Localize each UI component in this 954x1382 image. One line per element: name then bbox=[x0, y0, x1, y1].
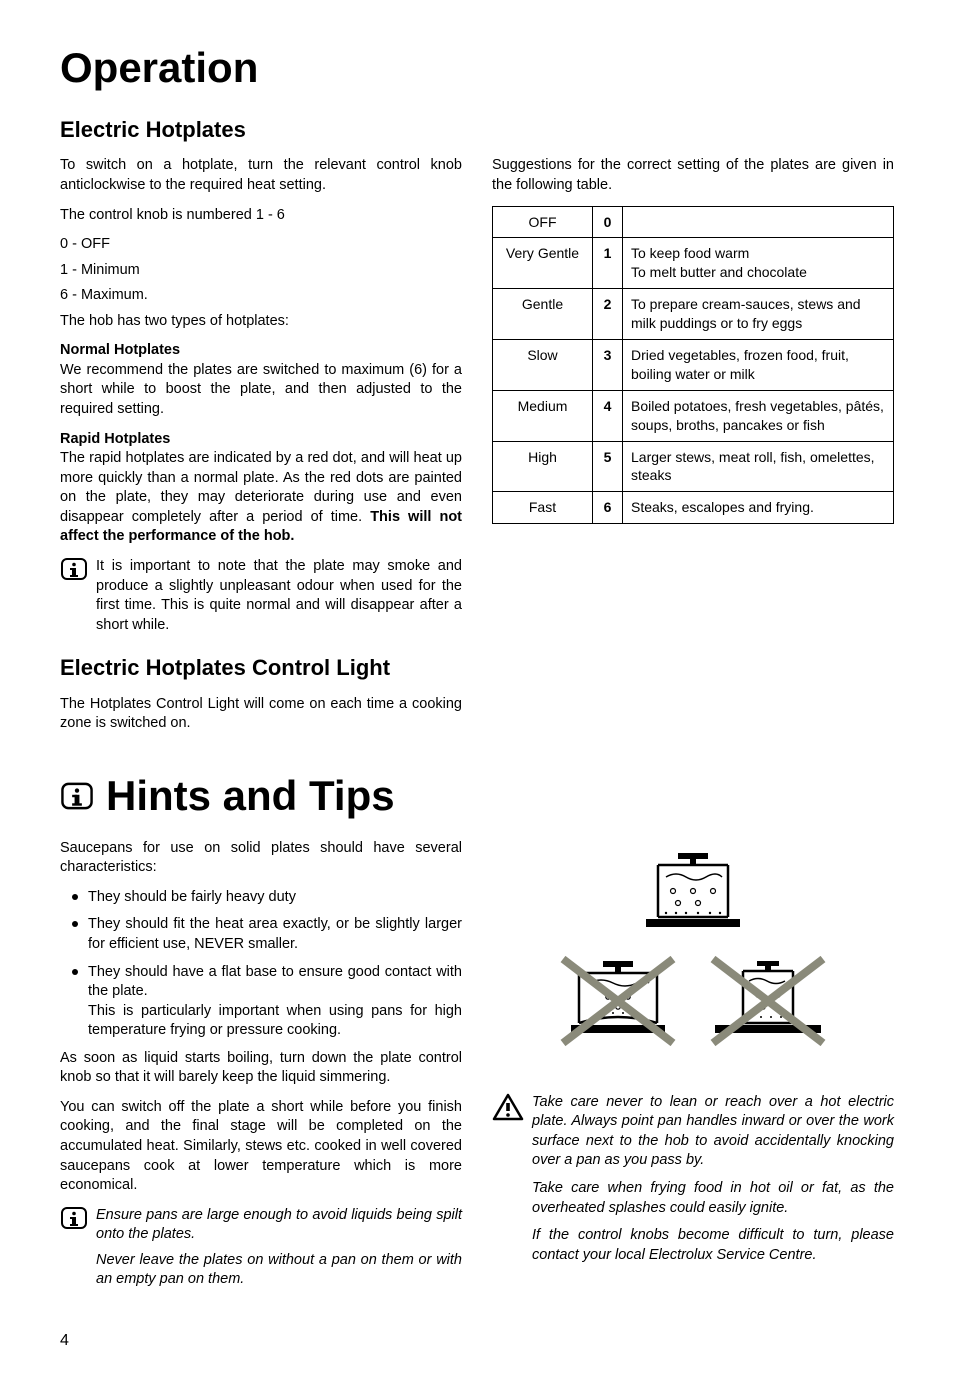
info-icon bbox=[60, 781, 94, 811]
page-title: Operation bbox=[60, 40, 894, 97]
warning-text-group: Take care never to lean or reach over a … bbox=[532, 1093, 894, 1266]
para: The hob has two types of hotplates: bbox=[60, 312, 462, 332]
warning-icon bbox=[492, 1093, 524, 1121]
bullet-icon bbox=[72, 894, 78, 900]
para: You can switch off the plate a short whi… bbox=[60, 1098, 462, 1196]
warning-text: Take care never to lean or reach over a … bbox=[532, 1093, 894, 1171]
table-cell bbox=[623, 206, 894, 238]
left-column-hints: Saucepans for use on solid plates should… bbox=[60, 839, 462, 1300]
info-text: Ensure pans are large enough to avoid li… bbox=[96, 1206, 462, 1245]
table-cell: Boiled potatoes, fresh vegetables, pâtés… bbox=[623, 390, 894, 441]
subheading-rapid-hotplates: Rapid Hotplates bbox=[60, 430, 462, 450]
table-cell: To prepare cream-sauces, stews and milk … bbox=[623, 289, 894, 340]
page-number: 4 bbox=[60, 1330, 894, 1352]
info-text: It is important to note that the plate m… bbox=[96, 557, 462, 635]
warning-text: Take care when frying food in hot oil or… bbox=[532, 1179, 894, 1218]
table-cell: Very Gentle bbox=[493, 238, 593, 289]
para: The rapid hotplates are indicated by a r… bbox=[60, 449, 462, 547]
left-column: To switch on a hotplate, turn the releva… bbox=[60, 156, 462, 744]
pan-wrong-small-icon bbox=[703, 953, 833, 1053]
knob-list-item: 6 - Maximum. bbox=[60, 286, 462, 306]
table-cell: OFF bbox=[493, 206, 593, 238]
two-column-layout: To switch on a hotplate, turn the releva… bbox=[60, 156, 894, 744]
table-row: High5Larger stews, meat roll, fish, omel… bbox=[493, 441, 894, 492]
table-cell: Fast bbox=[493, 492, 593, 524]
info-text: Never leave the plates on without a pan … bbox=[96, 1251, 462, 1290]
bullet-icon bbox=[72, 969, 78, 975]
info-icon bbox=[60, 557, 88, 581]
table-cell: To keep food warm To melt butter and cho… bbox=[623, 238, 894, 289]
section-heading-control-light: Electric Hotplates Control Light bbox=[60, 653, 462, 683]
table-cell: 0 bbox=[593, 206, 623, 238]
hints-heading: Hints and Tips bbox=[106, 768, 395, 825]
bullet-item: They should be fairly heavy duty bbox=[60, 888, 462, 908]
warning-note: Take care never to lean or reach over a … bbox=[492, 1093, 894, 1266]
table-row: OFF0 bbox=[493, 206, 894, 238]
right-column: Suggestions for the correct setting of t… bbox=[492, 156, 894, 744]
bullet-text: They should fit the heat area exactly, o… bbox=[88, 915, 462, 954]
pan-correct-icon bbox=[628, 849, 758, 939]
table-cell: Dried vegetables, frozen food, fruit, bo… bbox=[623, 339, 894, 390]
table-cell: Larger stews, meat roll, fish, omelettes… bbox=[623, 441, 894, 492]
para: The control knob is numbered 1 - 6 bbox=[60, 206, 462, 226]
bullet-item: They should fit the heat area exactly, o… bbox=[60, 915, 462, 954]
table-cell: High bbox=[493, 441, 593, 492]
table-cell: Slow bbox=[493, 339, 593, 390]
bullet-icon bbox=[72, 921, 78, 927]
para: Suggestions for the correct setting of t… bbox=[492, 156, 894, 195]
table-cell: 3 bbox=[593, 339, 623, 390]
bullet-text: They should have a flat base to ensure g… bbox=[88, 963, 462, 1041]
subheading-normal-hotplates: Normal Hotplates bbox=[60, 341, 462, 361]
two-column-layout-hints: Saucepans for use on solid plates should… bbox=[60, 839, 894, 1300]
table-cell: 1 bbox=[593, 238, 623, 289]
para: As soon as liquid starts boiling, turn d… bbox=[60, 1049, 462, 1088]
table-row: Gentle2To prepare cream-sauces, stews an… bbox=[493, 289, 894, 340]
para: The Hotplates Control Light will come on… bbox=[60, 695, 462, 734]
table-cell: 5 bbox=[593, 441, 623, 492]
info-note: It is important to note that the plate m… bbox=[60, 557, 462, 635]
bullet-item: They should have a flat base to ensure g… bbox=[60, 963, 462, 1041]
info-text-group: Ensure pans are large enough to avoid li… bbox=[96, 1206, 462, 1290]
pan-wrong-row bbox=[553, 953, 833, 1053]
section-heading-hotplates: Electric Hotplates bbox=[60, 115, 894, 145]
table-cell: Medium bbox=[493, 390, 593, 441]
table-cell: 4 bbox=[593, 390, 623, 441]
pan-wrong-curved-icon bbox=[553, 953, 683, 1053]
right-column-hints: Take care never to lean or reach over a … bbox=[492, 839, 894, 1300]
table-cell: 2 bbox=[593, 289, 623, 340]
table-row: Medium4Boiled potatoes, fresh vegetables… bbox=[493, 390, 894, 441]
para: To switch on a hotplate, turn the releva… bbox=[60, 156, 462, 195]
info-note: Ensure pans are large enough to avoid li… bbox=[60, 1206, 462, 1290]
table-cell: Steaks, escalopes and frying. bbox=[623, 492, 894, 524]
info-icon bbox=[60, 1206, 88, 1230]
table-row: Slow3Dried vegetables, frozen food, frui… bbox=[493, 339, 894, 390]
bullet-text: They should be fairly heavy duty bbox=[88, 888, 462, 908]
table-cell: Gentle bbox=[493, 289, 593, 340]
table-cell: 6 bbox=[593, 492, 623, 524]
hints-title-row: Hints and Tips bbox=[60, 768, 894, 825]
knob-list-item: 1 - Minimum bbox=[60, 261, 462, 281]
knob-list-item: 0 - OFF bbox=[60, 235, 462, 255]
table-row: Fast6Steaks, escalopes and frying. bbox=[493, 492, 894, 524]
para: Saucepans for use on solid plates should… bbox=[60, 839, 462, 878]
table-row: Very Gentle1To keep food warm To melt bu… bbox=[493, 238, 894, 289]
para: We recommend the plates are switched to … bbox=[60, 361, 462, 420]
warning-text: If the control knobs become difficult to… bbox=[532, 1226, 894, 1265]
pan-diagrams bbox=[492, 849, 894, 1053]
heat-settings-table: OFF0 Very Gentle1To keep food warm To me… bbox=[492, 206, 894, 525]
